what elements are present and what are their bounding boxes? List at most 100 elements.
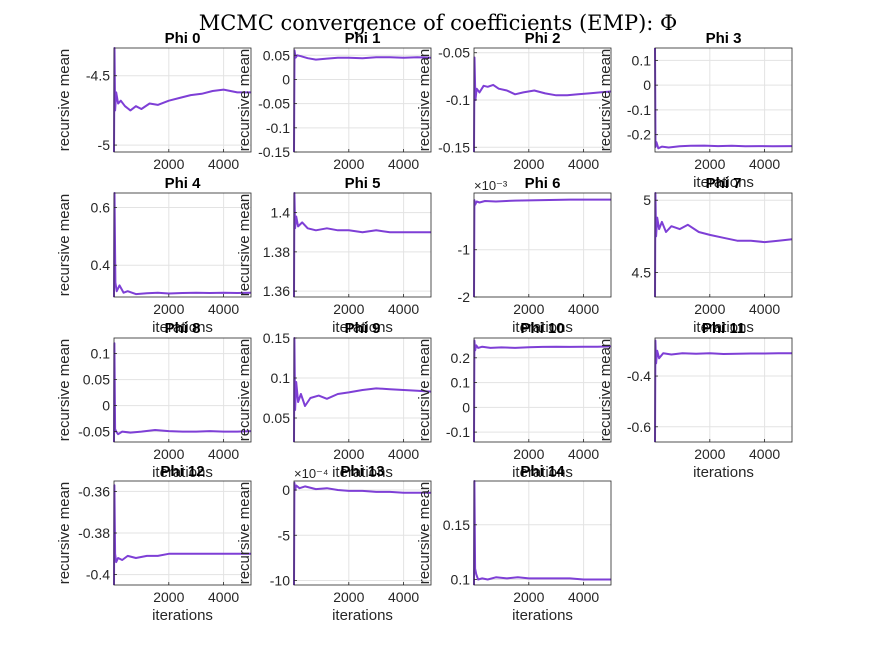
subplot-phi-10: 2000 4000 -0.1 0 0.1 0.2 recursive mean iterati…	[416, 320, 612, 481]
axes-background	[474, 338, 611, 442]
y-tick-label: -0.2	[627, 127, 651, 143]
x-tick-label: 4000	[568, 589, 599, 605]
axes-box	[654, 337, 793, 443]
y-tick-label: 1.4	[271, 205, 291, 221]
subplot-title: Phi 1	[345, 30, 381, 47]
subplot-phi-12: 2000 4000 -0.4 -0.38 -0.36 recursive mean iter…	[56, 463, 252, 624]
axes-background	[114, 193, 251, 297]
x-tick-label: 2000	[513, 589, 544, 605]
x-axis-label: iterations	[152, 464, 213, 481]
series-line	[654, 192, 793, 298]
y-tick-label: 1.38	[263, 244, 290, 260]
axes-background	[474, 481, 611, 585]
subplot-phi-3: 2000 4000 -0.2 -0.1 0 0.1 recursive mean iterat…	[597, 30, 793, 191]
subplot-title: Phi 9	[345, 320, 381, 337]
figure-suptitle: MCMC convergence of coefficients (EMP): …	[199, 11, 678, 35]
y-axis-label: recursive mean	[236, 482, 253, 585]
y-tick-label: 0.15	[443, 517, 470, 533]
x-axis-label: iterations	[332, 464, 393, 481]
y-tick-label: -5	[98, 137, 111, 153]
subplot-title: Phi 5	[345, 175, 381, 192]
axes-background	[114, 338, 251, 442]
subplot-title: Phi 13	[340, 463, 384, 480]
x-axis-label: iterations	[693, 319, 754, 336]
axes-box	[293, 337, 432, 443]
axes-box	[113, 192, 252, 298]
subplot-title: Phi 4	[165, 175, 202, 192]
axes-background	[655, 48, 792, 152]
y-tick-label: 0.1	[271, 370, 291, 386]
x-tick-label: 2000	[513, 446, 544, 462]
x-axis-label: iterations	[152, 319, 213, 336]
x-tick-label: 2000	[333, 446, 364, 462]
y-axis-label: recursive mean	[236, 49, 253, 152]
y-axis-label: recursive mean	[597, 339, 614, 442]
x-axis-label: iterations	[332, 607, 393, 624]
x-tick-label: 2000	[333, 589, 364, 605]
y-tick-label: 4.5	[632, 264, 652, 280]
y-tick-label: -0.1	[446, 424, 470, 440]
subplot-title: Phi 10	[520, 320, 564, 337]
x-tick-label: 2000	[333, 301, 364, 317]
x-tick-label: 4000	[208, 589, 239, 605]
axes-background	[294, 193, 431, 297]
subplot-phi-0: 2000 4000 -5 -4.5 recursive mean Phi 0	[56, 30, 252, 172]
x-axis-label: iterations	[152, 607, 213, 624]
x-tick-label: 4000	[208, 446, 239, 462]
y-tick-label: 0	[462, 399, 470, 415]
y-tick-label: -10	[270, 572, 290, 588]
y-tick-label: -0.05	[438, 45, 470, 61]
y-axis-label: recursive mean	[416, 49, 433, 152]
y-tick-label: 0	[102, 398, 110, 414]
series-line	[654, 339, 792, 443]
x-tick-label: 4000	[208, 301, 239, 317]
series-line	[473, 480, 611, 586]
series-line	[293, 192, 431, 298]
x-tick-label: 2000	[153, 589, 184, 605]
y-tick-label: 0.1	[632, 52, 652, 68]
axes-box	[293, 47, 432, 153]
y-tick-label: -0.1	[627, 102, 651, 118]
y-axis-label: recursive mean	[236, 339, 253, 442]
x-axis-label: iterations	[512, 607, 573, 624]
axes-box	[473, 480, 612, 586]
axes-background	[655, 193, 792, 297]
y-axis-label: recursive mean	[416, 339, 433, 442]
axes-box	[113, 337, 252, 443]
y-axis-label: recursive mean	[56, 339, 73, 442]
x-tick-label: 2000	[694, 156, 725, 172]
subplot-title: Phi 14	[520, 463, 565, 480]
y-tick-label: 0.1	[91, 346, 111, 362]
x-tick-label: 4000	[388, 589, 419, 605]
subplot-phi-1: 2000 4000 -0.15 -0.1 -0.05 0 0.05 recursive mea…	[236, 30, 432, 172]
y-tick-label: 0.6	[91, 199, 111, 215]
y-tick-label: 0.05	[263, 47, 290, 63]
x-tick-label: 2000	[694, 301, 725, 317]
axes-background	[114, 48, 251, 152]
y-tick-label: -1	[458, 242, 471, 258]
series-line	[473, 198, 611, 298]
series-line	[113, 47, 251, 153]
x-tick-label: 4000	[388, 156, 419, 172]
y-tick-label: 0	[282, 71, 290, 87]
x-axis-label: iterations	[693, 174, 754, 191]
y-axis-label: recursive mean	[56, 194, 73, 297]
subplot-phi-9: 2000 4000 0.05 0.1 0.15 recursive mean iterati…	[236, 320, 432, 481]
y-tick-label: -2	[458, 289, 471, 305]
x-tick-label: 4000	[749, 301, 780, 317]
axes-box	[473, 337, 612, 443]
subplot-title: Phi 8	[165, 320, 201, 337]
y-tick-label: 1.36	[263, 283, 290, 299]
y-tick-label: 0.05	[263, 410, 290, 426]
axes-background	[294, 48, 431, 152]
series-line	[473, 56, 612, 153]
subplot-phi-6: 2000 4000 -2 -1 ×10⁻³ iterations Phi 6	[458, 175, 612, 336]
subplot-phi-11: 2000 4000 -0.6 -0.4 recursive mean iterations…	[597, 320, 793, 481]
x-tick-label: 2000	[153, 156, 184, 172]
subplot-phi-5: 2000 4000 1.36 1.38 1.4 recursive mean iterati…	[236, 175, 432, 336]
series-line	[293, 337, 432, 443]
y-tick-label: -0.05	[78, 424, 110, 440]
